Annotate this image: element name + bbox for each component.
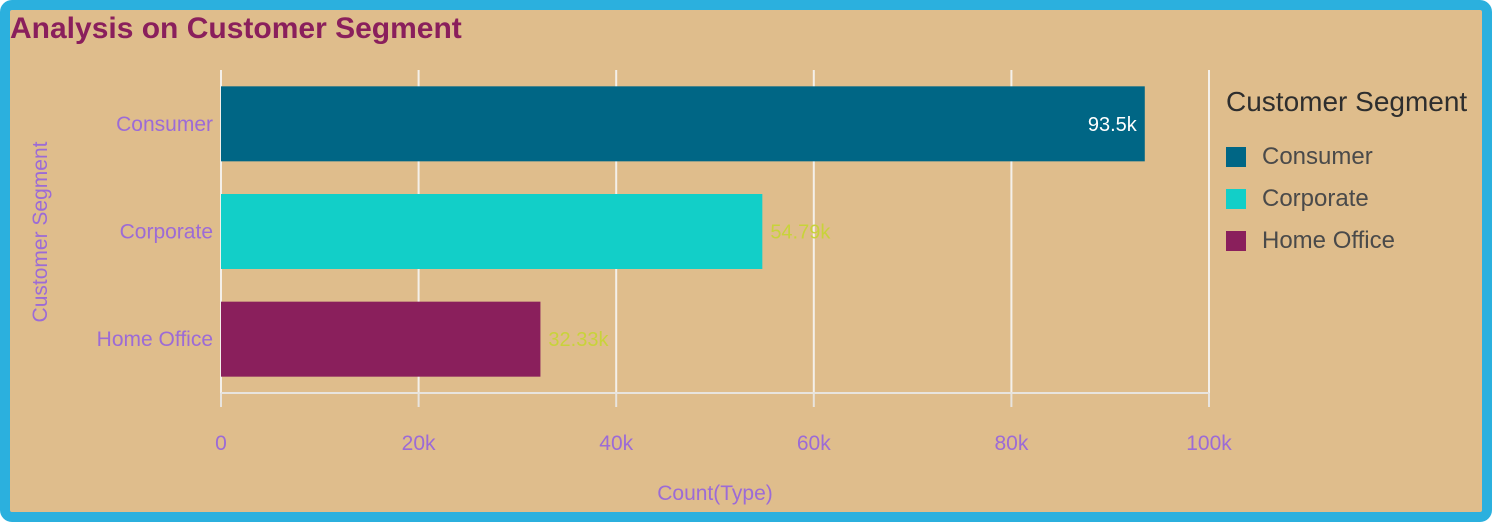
- legend: Customer Segment Consumer Corporate Home…: [1226, 86, 1467, 262]
- legend-item-home-office[interactable]: Home Office: [1226, 220, 1467, 262]
- chart-title: Analysis on Customer Segment: [10, 12, 462, 45]
- y-axis-title: Customer Segment: [29, 141, 52, 322]
- x-tick-label: 100k: [1186, 432, 1232, 455]
- bar-corporate[interactable]: [221, 194, 763, 269]
- bar-home-office[interactable]: [221, 301, 541, 377]
- y-tick-label: Home Office: [97, 328, 213, 351]
- legend-swatch-consumer: [1226, 147, 1246, 167]
- legend-label-corporate: Corporate: [1262, 185, 1369, 212]
- legend-swatch-corporate: [1226, 189, 1246, 209]
- legend-title: Customer Segment: [1226, 86, 1468, 117]
- bar-consumer[interactable]: [221, 86, 1145, 162]
- x-tick-label: 40k: [599, 432, 633, 455]
- data-label: 93.5k: [1088, 114, 1138, 136]
- y-tick-label: Consumer: [116, 113, 213, 136]
- legend-item-corporate[interactable]: Corporate: [1226, 178, 1467, 220]
- x-axis-title: Count(Type): [657, 482, 773, 505]
- legend-label-consumer: Consumer: [1262, 143, 1373, 170]
- x-tick-label: 80k: [994, 432, 1028, 455]
- legend-label-home-office: Home Office: [1262, 227, 1395, 254]
- legend-item-consumer[interactable]: Consumer: [1226, 136, 1467, 178]
- x-tick-label: 20k: [402, 432, 436, 455]
- x-tick-label: 0: [215, 432, 227, 455]
- x-tick-label: 60k: [797, 432, 831, 455]
- legend-swatch-home-office: [1226, 231, 1246, 251]
- y-tick-label: Corporate: [120, 221, 213, 244]
- data-label: 32.33k: [548, 329, 609, 351]
- data-label: 54.79k: [770, 222, 831, 244]
